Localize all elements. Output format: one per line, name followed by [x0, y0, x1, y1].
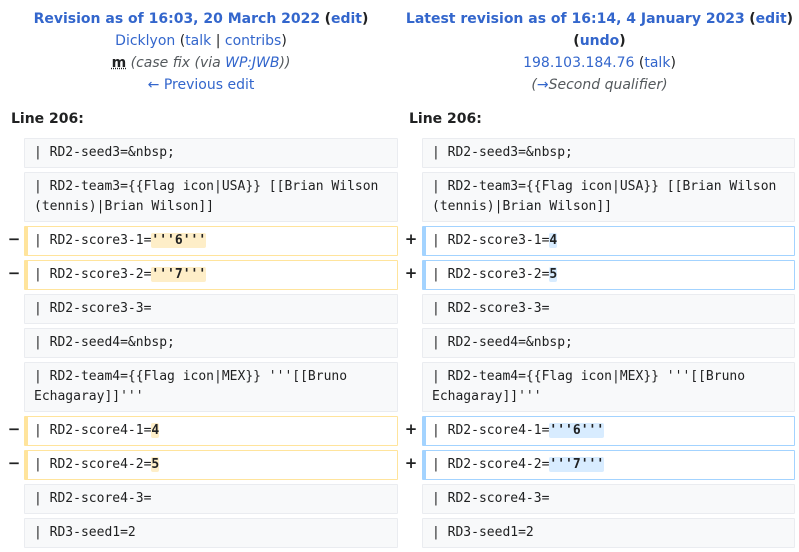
diff-deleted-line: | RD2-score3-2='''7''' — [24, 260, 398, 290]
diff-context-right: | RD2-team4={{Flag icon|MEX}} '''[[Bruno… — [422, 362, 795, 412]
diff-minus-marker: − — [7, 264, 21, 282]
diff-context-right: | RD2-score4-3= — [422, 484, 795, 514]
right-edit-summary: (→Second qualifier) — [531, 77, 668, 93]
section-arrow-link[interactable]: → — [536, 77, 549, 93]
left-edit-summary: (case fix (via WP:JWB)) — [130, 55, 291, 71]
diff-context-right: | RD2-team3={{Flag icon|USA}} [[Brian Wi… — [422, 172, 795, 222]
diff-added-line: | RD2-score4-2='''7''' — [422, 450, 795, 480]
deleted-text: '''6''' — [151, 233, 207, 248]
diff-added-line: | RD2-score3-2=5 — [422, 260, 795, 290]
left-edit-link[interactable]: edit — [330, 11, 362, 27]
diff-context-left: | RD2-team4={{Flag icon|MEX}} '''[[Bruno… — [24, 362, 398, 412]
left-contribs-link[interactable]: contribs — [224, 33, 282, 49]
deleted-text: '''7''' — [151, 267, 207, 282]
right-talk-link[interactable]: talk — [644, 55, 671, 71]
diff-minus-marker: − — [7, 230, 21, 248]
left-talk-link[interactable]: talk — [185, 33, 212, 49]
left-revision-title-link[interactable]: Revision as of 16:03, 20 March 2022 — [33, 11, 321, 27]
diff-context-left: | RD2-score3-3= — [24, 294, 398, 324]
diff-plus-marker: + — [404, 264, 418, 282]
diff-context-left: | RD2-score4-3= — [24, 484, 398, 514]
previous-edit-link[interactable]: ← Previous edit — [147, 77, 255, 93]
diff-plus-marker: + — [404, 454, 418, 472]
deleted-text: 4 — [151, 423, 160, 438]
added-text: 5 — [549, 267, 558, 282]
diff-context-right: | RD2-score3-3= — [422, 294, 795, 324]
wp-jwb-link[interactable]: WP:JWB — [225, 55, 280, 71]
right-edit-link[interactable]: edit — [755, 11, 787, 27]
left-user-link[interactable]: Dicklyon — [115, 33, 176, 49]
diff-context-left: | RD2-seed3=&nbsp; — [24, 138, 398, 168]
diff-context-left: | RD2-team3={{Flag icon|USA}} [[Brian Wi… — [24, 172, 398, 222]
diff-minus-marker: − — [7, 454, 21, 472]
diff-context-right: | RD2-seed4=&nbsp; — [422, 328, 795, 358]
diff-context-right: | RD2-seed3=&nbsp; — [422, 138, 795, 168]
minor-edit-marker: m — [111, 55, 127, 71]
right-line-number: Line 206: — [409, 111, 482, 127]
diff-plus-marker: + — [404, 420, 418, 438]
diff-context-left: | RD2-seed4=&nbsp; — [24, 328, 398, 358]
left-revision-header: Revision as of 16:03, 20 March 2022 (edi… — [33, 11, 369, 93]
diff-context-right: | RD3-seed1=2 — [422, 518, 795, 548]
deleted-text: 5 — [151, 457, 160, 472]
diff-added-line: | RD2-score3-1=4 — [422, 226, 795, 256]
left-line-number: Line 206: — [11, 111, 84, 127]
diff-plus-marker: + — [404, 230, 418, 248]
right-user-link[interactable]: 198.103.184.76 — [523, 55, 635, 71]
right-revision-title-link[interactable]: Latest revision as of 16:14, 4 January 2… — [405, 11, 745, 27]
diff-deleted-line: | RD2-score3-1='''6''' — [24, 226, 398, 256]
diff-context-left: | RD3-seed1=2 — [24, 518, 398, 548]
right-revision-header: Latest revision as of 16:14, 4 January 2… — [400, 8, 799, 96]
diff-minus-marker: − — [7, 420, 21, 438]
added-text: '''7''' — [549, 457, 605, 472]
diff-added-line: | RD2-score4-1='''6''' — [422, 416, 795, 446]
undo-link[interactable]: undo — [579, 33, 620, 49]
added-text: 4 — [549, 233, 558, 248]
diff-deleted-line: | RD2-score4-1=4 — [24, 416, 398, 446]
diff-deleted-line: | RD2-score4-2=5 — [24, 450, 398, 480]
added-text: '''6''' — [549, 423, 605, 438]
